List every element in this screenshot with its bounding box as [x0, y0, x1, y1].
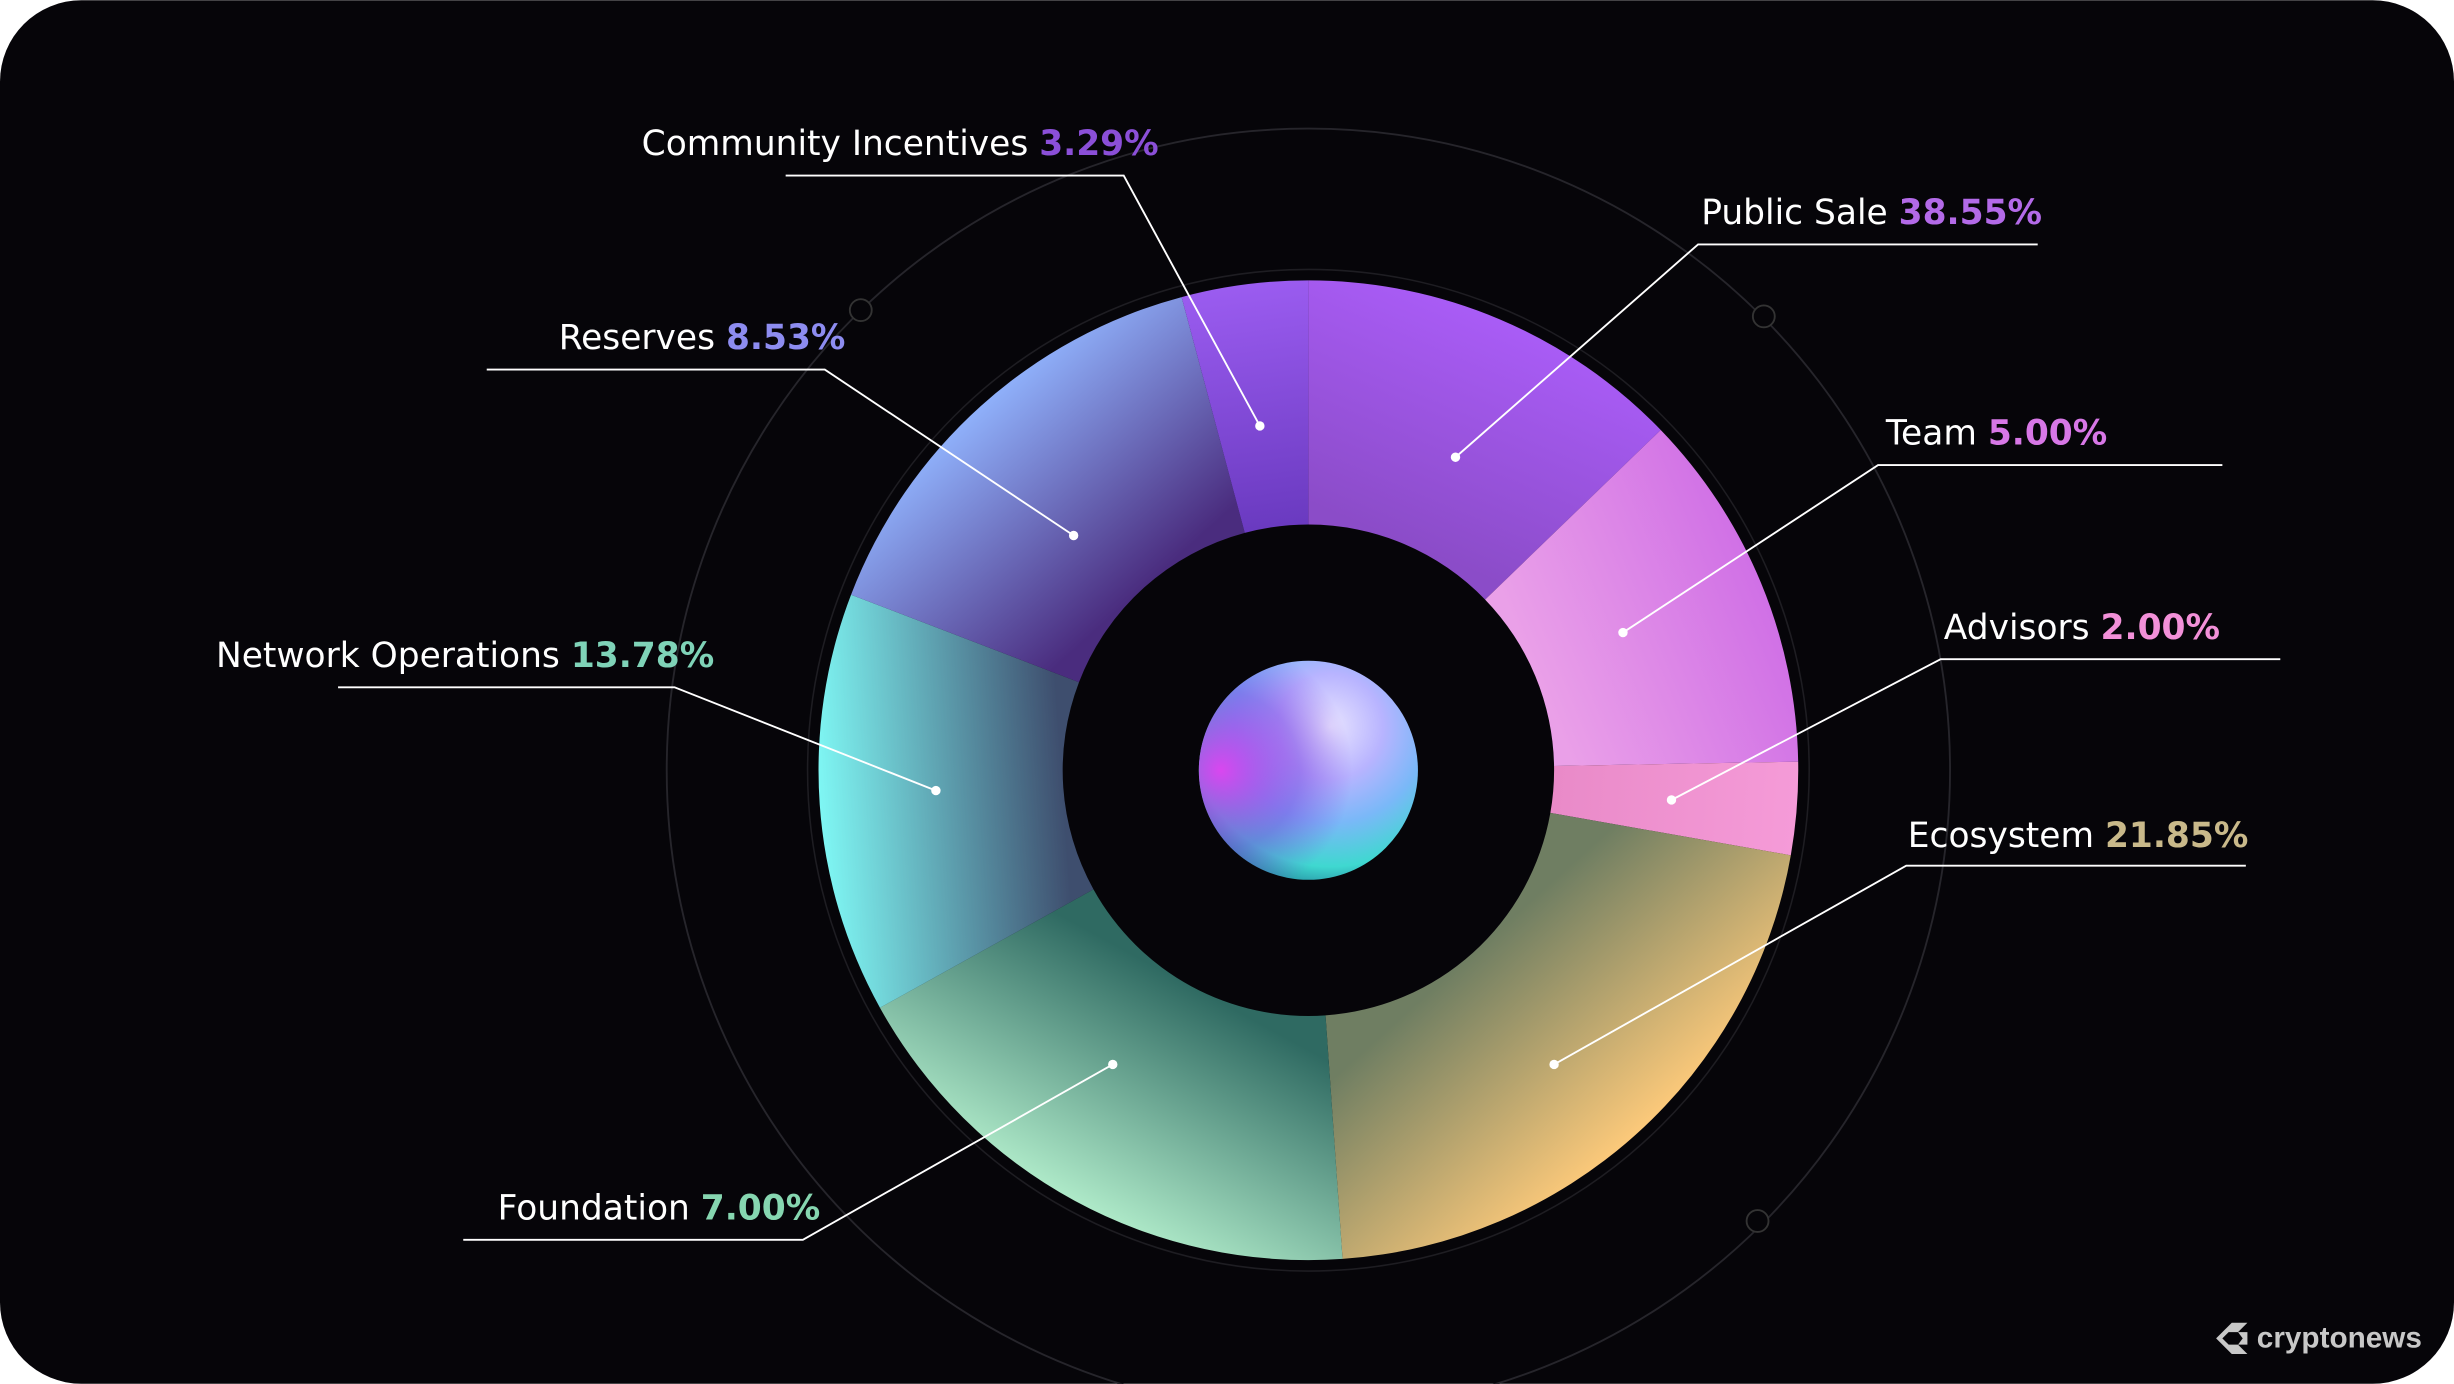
- label-ecosystem: Ecosystem 21.85%: [1908, 816, 2249, 856]
- leader-dot-team: [1618, 627, 1628, 638]
- label-network-operations: Network Operations 13.78%: [216, 636, 714, 676]
- inner-guide-ring: [806, 268, 1810, 1272]
- leader-dot-reserves: [1068, 530, 1079, 541]
- ring-marker: [848, 298, 873, 323]
- leader-line-foundation: [463, 1063, 1114, 1241]
- slice-value: 8.53%: [726, 318, 845, 358]
- slice-advisors: [1550, 761, 1799, 856]
- leader-dot-advisors: [1666, 795, 1677, 805]
- slice-public-sale: [1308, 280, 1661, 600]
- slice-label: Foundation: [498, 1188, 690, 1228]
- slice-value: 38.55%: [1899, 193, 2042, 233]
- leader-line-community-incentives: [785, 174, 1261, 427]
- slice-community-incentives: [1181, 280, 1309, 533]
- slice-ecosystem: [1325, 812, 1791, 1259]
- leader-line-ecosystem: [1553, 864, 2246, 1066]
- leader-dot-network-operations: [931, 785, 941, 796]
- ring-marker: [1751, 304, 1776, 329]
- leader-dot-foundation: [1108, 1059, 1118, 1070]
- leader-lines: [338, 174, 2281, 1241]
- slice-value: 2.00%: [2101, 608, 2220, 648]
- slice-value: 7.00%: [701, 1188, 820, 1228]
- slice-label: Community Incentives: [642, 124, 1029, 164]
- slice-network-operations: [818, 594, 1094, 1008]
- label-team: Team 5.00%: [1885, 414, 2107, 454]
- leader-dot-ecosystem: [1549, 1059, 1559, 1070]
- slice-foundation: [879, 889, 1343, 1261]
- center-sphere-glow: [1198, 660, 1418, 880]
- slice-value: 5.00%: [1988, 414, 2107, 454]
- slice-label: Advisors: [1944, 608, 2090, 648]
- slice-value: 13.78%: [571, 636, 714, 676]
- slice-label: Network Operations: [216, 636, 560, 676]
- label-public-sale: Public Sale 38.55%: [1701, 193, 2042, 233]
- leader-line-reserves: [486, 368, 1075, 537]
- leader-line-public-sale: [1454, 243, 2038, 458]
- label-community-incentives: Community Incentives 3.29%: [642, 124, 1159, 164]
- label-foundation: Foundation 7.00%: [498, 1188, 821, 1228]
- leader-line-team: [1622, 464, 2223, 634]
- leader-dot-community-incentives: [1255, 421, 1265, 431]
- watermark-text: cryptonews: [2257, 1322, 2422, 1355]
- label-reserves: Reserves 8.53%: [559, 318, 846, 358]
- leader-line-network-operations: [338, 686, 937, 792]
- slice-value: 21.85%: [2105, 816, 2248, 856]
- leader-line-advisors: [1671, 658, 2281, 801]
- slice-label: Reserves: [559, 318, 715, 358]
- slice-label: Team: [1885, 414, 1977, 454]
- slice-value: 3.29%: [1039, 124, 1158, 164]
- slice-team: [1485, 429, 1799, 766]
- outer-guide-ring: [665, 127, 1951, 1384]
- donut-slices: [818, 280, 1799, 1261]
- leader-dot-public-sale: [1450, 452, 1461, 462]
- ring-marker: [1745, 1209, 1770, 1233]
- slice-label: Ecosystem: [1908, 816, 2094, 856]
- slice-reserves: [851, 297, 1245, 683]
- label-advisors: Advisors 2.00%: [1944, 608, 2220, 648]
- slice-label: Public Sale: [1701, 193, 1888, 233]
